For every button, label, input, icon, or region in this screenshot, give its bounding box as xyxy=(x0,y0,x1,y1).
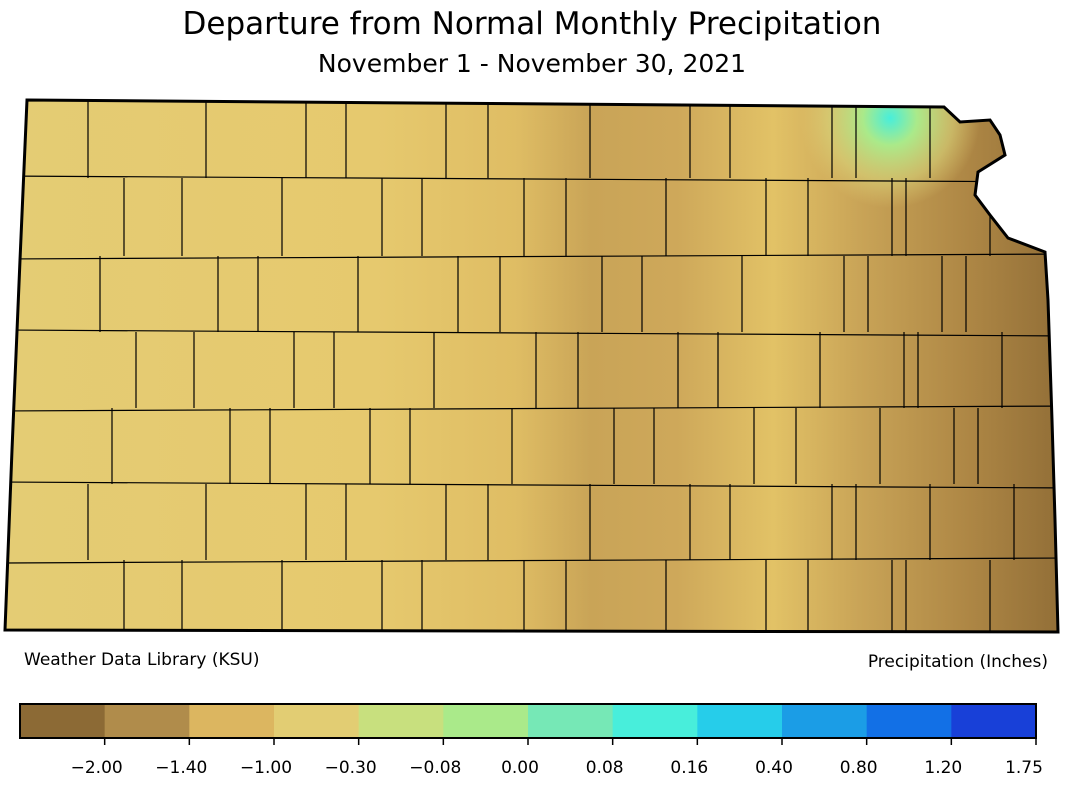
color-bin xyxy=(612,704,698,738)
color-bin xyxy=(697,704,783,738)
colorbar-tick-label: −1.00 xyxy=(240,758,292,778)
color-bin xyxy=(528,704,614,738)
colorbar-tick-label: 0.40 xyxy=(755,758,793,778)
colorbar-tick-label: 1.75 xyxy=(1005,758,1043,778)
color-bin xyxy=(20,704,106,738)
county-line xyxy=(5,253,1058,260)
colorbar-tick-label: 0.16 xyxy=(670,758,708,778)
county-line xyxy=(5,405,1058,412)
color-bin xyxy=(951,704,1037,738)
colorbar-tick-label: −0.08 xyxy=(409,758,461,778)
units-label: Precipitation (Inches) xyxy=(868,652,1048,672)
kansas-map xyxy=(5,100,1058,632)
colorbar-frame xyxy=(19,703,1037,739)
colorbar-tick-label: 1.20 xyxy=(924,758,962,778)
wet-area xyxy=(700,100,1058,295)
colorbar-tick-label: 0.80 xyxy=(840,758,878,778)
county-line xyxy=(5,175,1058,183)
state-outline xyxy=(3,98,1060,634)
color-bin xyxy=(274,704,360,738)
colorbar-tick-label: 0.08 xyxy=(586,758,624,778)
color-bin xyxy=(104,704,190,738)
colorbar-tick-label: 0.00 xyxy=(501,758,539,778)
title: Departure from Normal Monthly Precipitat… xyxy=(183,6,882,42)
colorbar-tick-label: −2.00 xyxy=(71,758,123,778)
color-bin xyxy=(782,704,868,738)
color-bin xyxy=(866,704,952,738)
county-line xyxy=(5,557,1058,564)
color-bin xyxy=(189,704,275,738)
colorbar-tick-label: −0.30 xyxy=(325,758,377,778)
credit: Weather Data Library (KSU) xyxy=(24,650,259,670)
colorbar: −2.00 −1.40 −1.00 −0.30 −0.08 0.00 0.08 0.16 0.4… xyxy=(20,704,1043,778)
subtitle: November 1 - November 30, 2021 xyxy=(318,49,746,78)
county-line xyxy=(5,329,1058,337)
county-line xyxy=(5,481,1058,489)
color-bin xyxy=(443,704,529,738)
county-lines xyxy=(5,100,1058,632)
colorbar-tick-label: −1.40 xyxy=(155,758,207,778)
color-bin xyxy=(358,704,444,738)
